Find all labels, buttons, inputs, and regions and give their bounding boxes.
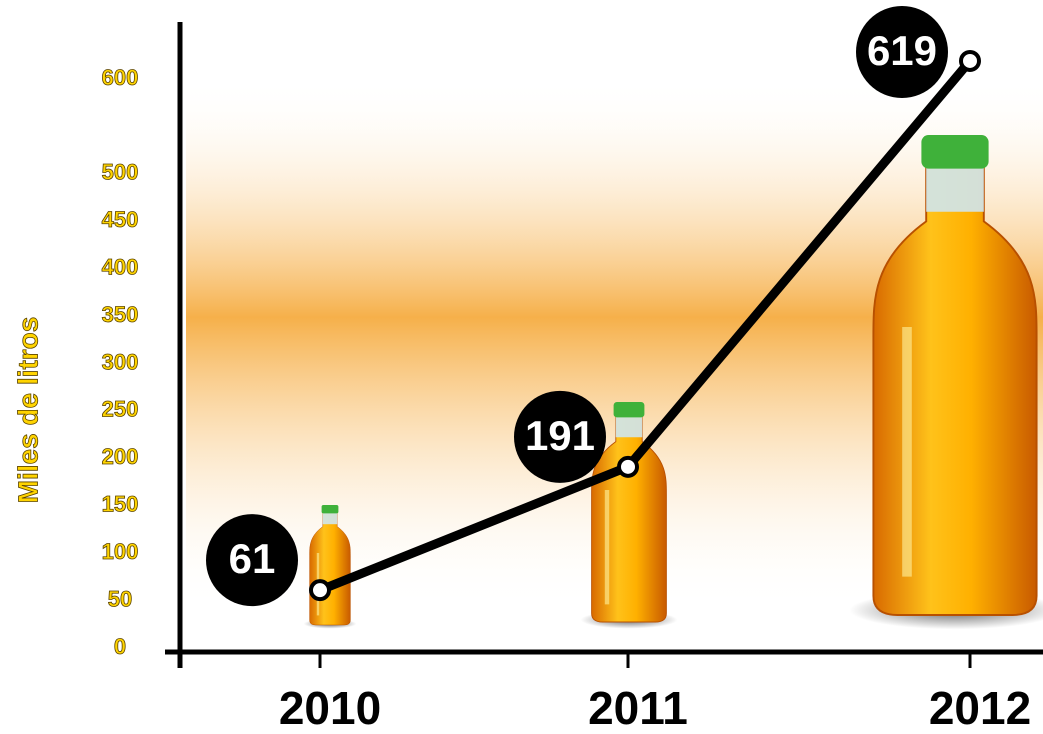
value-label: 191 [525, 412, 595, 459]
y-tick-label: 600 [102, 65, 139, 90]
x-tick-label: 2011 [588, 682, 688, 734]
point [617, 455, 639, 478]
value-badge [514, 390, 606, 483]
y-axis-label: Miles de litros [12, 317, 43, 504]
y-tick-label: 250 [102, 397, 139, 422]
point [309, 579, 331, 602]
value-badge [206, 514, 298, 607]
y-tick-label: 50 [108, 586, 132, 611]
value-label: 61 [229, 535, 276, 582]
y-tick-label: 350 [102, 302, 139, 327]
y-tick-label: 200 [102, 444, 139, 469]
x-tick-label: 2010 [279, 682, 381, 734]
point [959, 49, 981, 72]
y-tick-label: 400 [102, 254, 139, 279]
value-label: 619 [867, 27, 937, 74]
y-tick-label: 0 [114, 634, 126, 659]
y-tick-label: 450 [102, 207, 139, 232]
y-tick-label: 300 [102, 349, 139, 374]
y-tick-label: 150 [102, 492, 139, 517]
y-tick-label: 100 [102, 539, 139, 564]
value-badge [856, 6, 948, 98]
y-tick-label: 500 [102, 160, 139, 185]
x-tick-label: 2012 [929, 682, 1031, 734]
